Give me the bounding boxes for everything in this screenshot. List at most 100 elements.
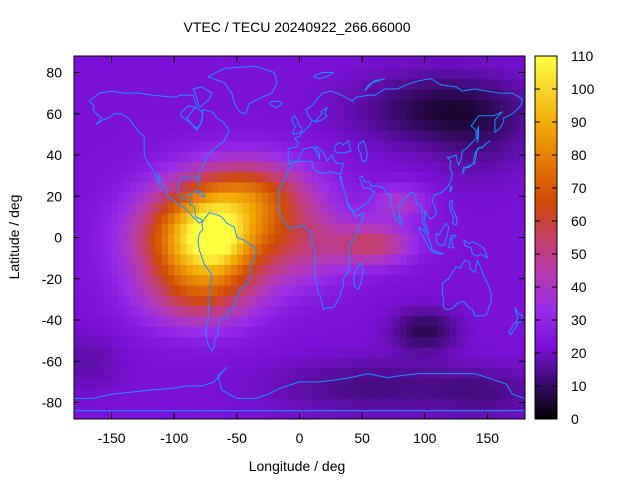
heat-cell [124,377,131,389]
heat-cell [312,357,319,369]
heat-cell [243,150,250,162]
heat-cell [280,367,288,379]
heat-cell [368,223,376,234]
heat-cell [305,171,313,183]
heat-cell [499,346,507,358]
heat-cell [211,140,219,152]
heat-cell [218,140,225,152]
heat-cell [274,295,282,307]
heat-cell [92,119,100,131]
heat-cell [493,346,501,358]
heat-cell [493,233,501,245]
heat-cell [211,212,219,224]
heat-cell [393,109,401,121]
heat-cell [243,89,250,100]
heat-cell [318,336,326,348]
heat-cell [230,367,238,379]
x-tick-label: 150 [476,430,500,446]
heat-cell [218,161,225,173]
heat-cell [355,192,363,204]
heat-cell [255,109,263,121]
heat-cell [456,264,463,276]
heat-cell [249,284,257,296]
heat-cell [218,192,225,204]
heat-cell [318,367,326,379]
heat-cell [142,326,150,338]
heat-cell [368,326,376,338]
heat-cell [99,388,106,399]
heat-cell [92,140,100,152]
heat-cell [74,377,81,389]
heat-cell [518,264,525,276]
heat-cell [180,89,188,100]
heat-cell [456,119,463,131]
heat-cell [512,150,520,162]
heat-cell [218,89,225,100]
heat-cell [305,140,313,152]
heat-cell [368,336,376,348]
heat-cell [86,284,94,296]
heat-cell [349,202,357,214]
heat-cell [499,150,507,162]
heat-cell [86,181,94,193]
heat-cell [299,171,307,183]
heat-cell [205,326,213,338]
heat-cell [99,346,106,358]
heat-cell [368,109,376,121]
heat-cell [368,140,376,152]
coastline-south-america [197,212,257,352]
heat-cell [117,326,125,338]
heat-cell [149,223,157,234]
heat-cell [468,398,476,410]
heat-cell [399,305,407,317]
heat-cell [393,408,401,419]
heat-cell [456,388,463,399]
heat-cell [230,274,238,286]
heat-cell [305,130,313,142]
heat-cell [199,264,207,276]
heat-cell [330,274,338,286]
heat-cell [493,150,501,162]
heat-cell [199,68,207,80]
heat-cell [330,181,338,193]
heat-cell [456,202,463,214]
heat-cell [312,181,319,193]
heat-cell [249,202,257,214]
heat-cell [493,78,501,90]
heat-cell [149,233,157,245]
heat-cell [74,398,81,410]
heat-cell [199,130,207,142]
heat-cell [155,315,163,327]
heat-cell [368,398,376,410]
heat-cell [437,408,445,419]
heat-cell [368,243,376,255]
heat-cell [124,78,131,90]
heat-cell [374,254,382,265]
heat-cell [193,89,200,100]
heat-cell [286,305,294,317]
heat-cell [105,202,113,214]
heat-cell [180,274,188,286]
heat-cell [424,130,432,142]
heat-cell [518,192,525,204]
heat-cell [268,212,276,224]
heat-cell [418,78,426,90]
heat-cell [305,89,313,100]
heat-cell [449,346,457,358]
heat-cell [299,161,307,173]
heat-cell [261,192,269,204]
heat-cell [443,150,451,162]
heat-cell [274,150,282,162]
coastline-novaya-zemlya [364,78,386,92]
heat-cell [374,223,382,234]
heat-cell [224,181,232,193]
heat-cell [186,99,194,111]
colorbar-tick-label: 70 [571,180,587,196]
heat-cell [286,68,294,80]
heat-cell [380,284,388,296]
heat-cell [412,274,420,286]
heat-cell [312,233,319,245]
heat-cell [324,181,332,193]
heat-cell [456,367,463,379]
heat-cell [330,212,338,224]
